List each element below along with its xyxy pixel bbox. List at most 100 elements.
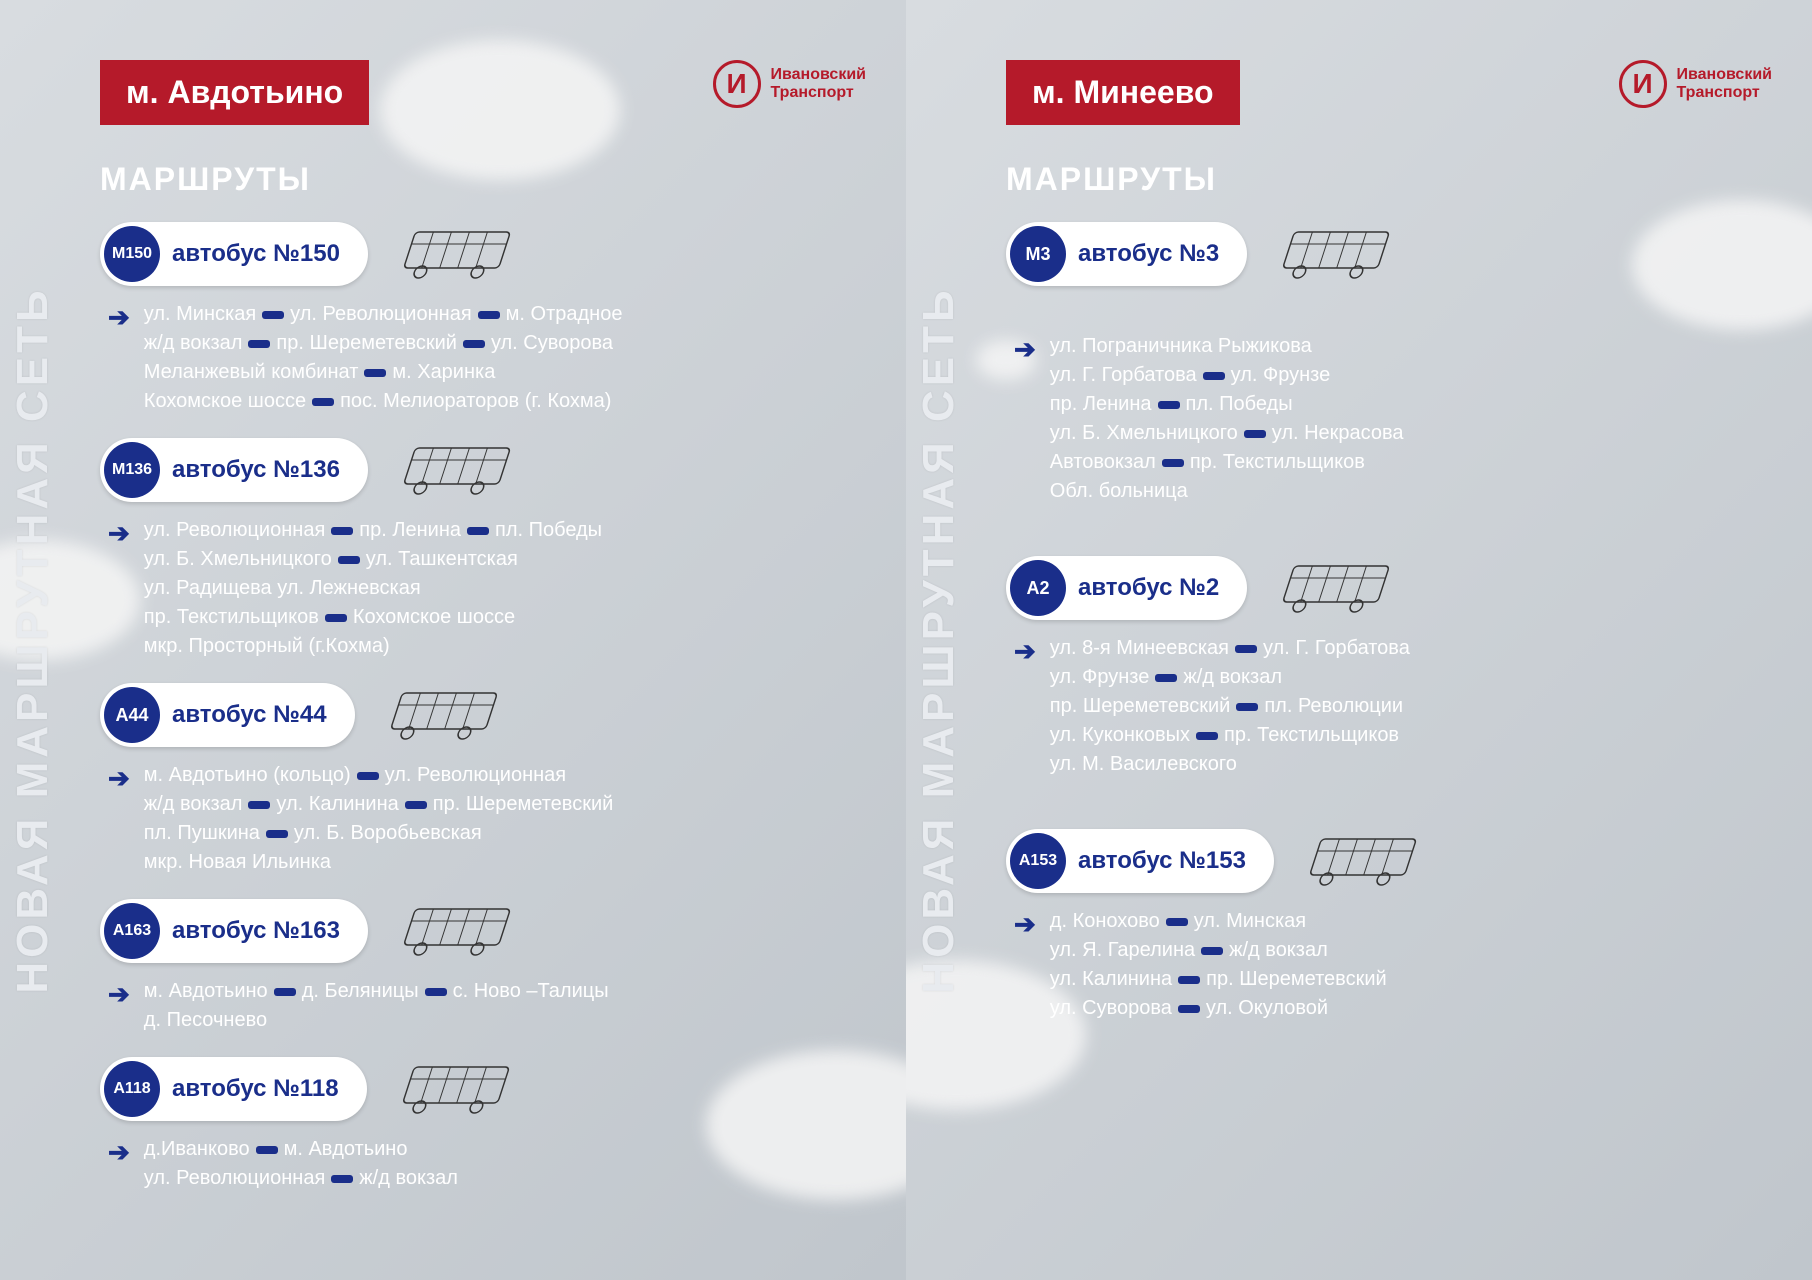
stop-name: ул. Куконковых xyxy=(1050,724,1190,746)
separator-icon xyxy=(1235,645,1257,653)
stop-name: ул. Пограничника Рыжикова xyxy=(1050,335,1312,357)
separator-icon xyxy=(331,527,353,535)
bus-icon xyxy=(388,224,518,284)
route-block: М3 автобус №3 ➔ ул. Пограничника Рыжиков… xyxy=(1006,222,1782,506)
stop-name: м. Авдотьино (кольцо) xyxy=(144,764,351,786)
separator-icon xyxy=(248,340,270,348)
stop-name: ж/д вокзал xyxy=(1229,939,1328,961)
stop-name: пр. Шереметевский xyxy=(1050,695,1231,717)
route-pill: А153 автобус №153 xyxy=(1006,829,1274,893)
route-label: автобус №44 xyxy=(172,701,327,729)
stop-name: ул. Я. Гарелина xyxy=(1050,939,1195,961)
stop-name: ул. Б. Хмельницкого xyxy=(1050,422,1238,444)
separator-icon xyxy=(1166,918,1188,926)
route-stops: ул. Минскаяул. Революционнаям. Отрадноеж… xyxy=(144,300,623,416)
stop-name: пр. Текстильщиков xyxy=(1224,724,1399,746)
stop-name: ул. Б. Воробьевская xyxy=(294,822,482,844)
stop-name: ул. Окуловой xyxy=(1206,997,1328,1019)
separator-icon xyxy=(331,1175,353,1183)
stop-name: пр. Шереметевский xyxy=(276,332,457,354)
stop-name: Автовокзал xyxy=(1050,451,1156,473)
route-block: М150 автобус №150 ➔ ул. Минскаяул. Револ… xyxy=(100,222,876,416)
stop-name: Меланжевый комбинат xyxy=(144,361,359,383)
route-pill: А163 автобус №163 xyxy=(100,899,368,963)
stop-name: мкр. Новая Ильинка xyxy=(144,851,331,873)
stop-name: пр. Текстильщиков xyxy=(144,606,319,628)
separator-icon xyxy=(1203,372,1225,380)
arrow-icon: ➔ xyxy=(1014,636,1036,667)
route-block: М136 автобус №136 ➔ ул. Революционная пр.… xyxy=(100,438,876,661)
stop-name: пр. Текстильщиков xyxy=(1190,451,1365,473)
stop-name: ул. Калинина xyxy=(1050,968,1172,990)
separator-icon xyxy=(478,311,500,319)
route-code: А118 xyxy=(104,1061,160,1117)
route-label: автобус №150 xyxy=(172,240,340,268)
separator-icon xyxy=(1178,976,1200,984)
separator-icon xyxy=(248,801,270,809)
stop-name: ул. Калинина xyxy=(276,793,398,815)
stop-name: ул. Фрунзе xyxy=(1050,666,1150,688)
stop-name: м. Отрадное xyxy=(506,303,623,325)
route-code: А163 xyxy=(104,903,160,959)
stop-name: д. Конохово xyxy=(1050,910,1160,932)
route-pill: М136 автобус №136 xyxy=(100,438,368,502)
stop-name: м. Авдотьино xyxy=(144,980,268,1002)
separator-icon xyxy=(1196,732,1218,740)
bus-icon xyxy=(375,685,505,745)
route-stops: ул. 8-я Минеевская ул. Г. Горбатова ул. Фр… xyxy=(1050,634,1410,779)
stop-name: ул. Радищева ул. Лежневская xyxy=(144,577,421,599)
stop-name: пр. Ленина xyxy=(359,519,461,541)
separator-icon xyxy=(405,801,427,809)
stop-name: Кохомское шоссе xyxy=(353,606,515,628)
route-label: автобус №3 xyxy=(1078,240,1219,268)
separator-icon xyxy=(274,988,296,996)
route-stops: д.Иванковом. Авдотьиноул. Революционнаяж… xyxy=(144,1135,458,1193)
separator-icon xyxy=(256,1146,278,1154)
bus-icon xyxy=(1267,224,1397,284)
route-block: А163 автобус №163 ➔ м. Авдотьинод. Белян… xyxy=(100,899,876,1035)
stop-name: пл. Победы xyxy=(1186,393,1293,415)
district-badge: м. Минеево xyxy=(1006,60,1240,125)
route-label: автобус №163 xyxy=(172,917,340,945)
route-code: А153 xyxy=(1010,833,1066,889)
stop-name: ул. Минская xyxy=(144,303,256,325)
stop-name: ул. Некрасова xyxy=(1272,422,1404,444)
district-badge: м. Авдотьино xyxy=(100,60,369,125)
route-label: автобус №2 xyxy=(1078,574,1219,602)
arrow-icon: ➔ xyxy=(108,1137,130,1168)
bus-icon xyxy=(387,1059,517,1119)
stop-name: пл. Победы xyxy=(495,519,602,541)
separator-icon xyxy=(467,527,489,535)
route-pill: А118 автобус №118 xyxy=(100,1057,367,1121)
stop-name: Обл. больница xyxy=(1050,480,1188,502)
stop-name: ул. Г. Горбатова xyxy=(1263,637,1410,659)
arrow-icon: ➔ xyxy=(1014,909,1036,940)
panel-left: НОВАЯ МАРШРУТНАЯ СЕТЬ И Ивановский Транс… xyxy=(0,0,906,1280)
stop-name: ул. Фрунзе xyxy=(1231,364,1331,386)
stop-name: ул. Г. Горбатова xyxy=(1050,364,1197,386)
separator-icon xyxy=(1178,1005,1200,1013)
stop-name: ул. 8-я Минеевская xyxy=(1050,637,1229,659)
stop-name: ул. Революционная xyxy=(290,303,471,325)
stop-name: м. Авдотьино xyxy=(284,1138,408,1160)
stop-name: ул. Суворова xyxy=(1050,997,1172,1019)
route-pill: М3 автобус №3 xyxy=(1006,222,1247,286)
arrow-icon: ➔ xyxy=(108,518,130,549)
vertical-title: НОВАЯ МАРШРУТНАЯ СЕТЬ xyxy=(914,286,964,993)
separator-icon xyxy=(425,988,447,996)
route-block: А2 автобус №2 ➔ ул. 8-я Минеевскаяул. Г.… xyxy=(1006,556,1782,779)
stop-name: ул. Революционная xyxy=(144,519,325,541)
separator-icon xyxy=(338,556,360,564)
routes-heading: МАРШРУТЫ xyxy=(1006,161,1782,198)
route-code: А44 xyxy=(104,687,160,743)
separator-icon xyxy=(325,614,347,622)
route-stops: м. Авдотьино (кольцо)ул. Революционнаяж/… xyxy=(144,761,614,877)
separator-icon xyxy=(463,340,485,348)
stop-name: ул. М. Василевского xyxy=(1050,753,1237,775)
stop-name: д. Песочнево xyxy=(144,1009,267,1031)
stop-name: ул. Б. Хмельницкого xyxy=(144,548,332,570)
separator-icon xyxy=(312,398,334,406)
bus-icon xyxy=(388,901,518,961)
stop-name: ж/д вокзал xyxy=(359,1167,458,1189)
stop-name: Кохомское шоссе xyxy=(144,390,306,412)
